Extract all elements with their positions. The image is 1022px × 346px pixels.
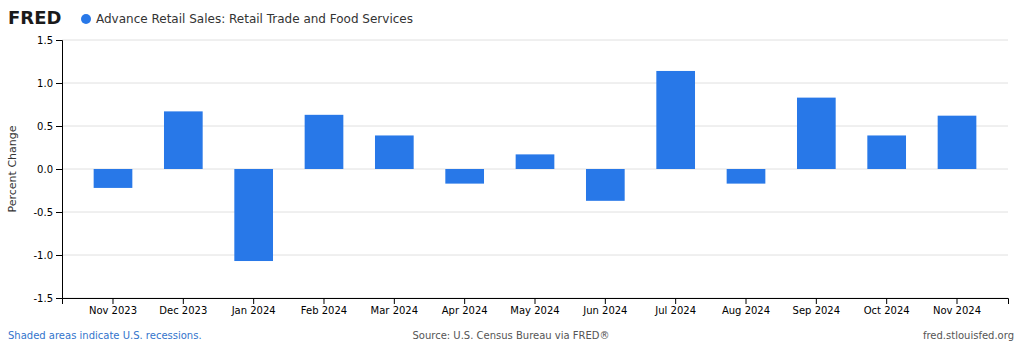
bar [867,135,906,169]
tick-label: Nov 2024 [933,305,981,316]
tick-label: Sep 2024 [793,305,840,316]
axis-line [63,299,1009,305]
tick: Jan 2024 [231,298,276,316]
tick-mark [56,298,62,299]
tick-mark [253,298,254,304]
tick-mark [816,298,817,304]
x-axis: Nov 2023 Dec 2023 Jan 2024 Feb 2024 Mar 2024… [63,298,1009,316]
tick-mark [56,40,62,41]
tick-mark [605,298,606,304]
bar [516,154,555,169]
bar [586,169,625,201]
tick-mark [957,298,958,304]
tick: Apr 2024 [442,298,488,316]
tick: 1.5 [37,35,62,46]
tick-label: 0.5 [37,121,53,132]
brand: FRED [8,7,61,28]
tick: Sep 2024 [793,298,840,316]
bar [727,169,766,184]
grid-line [62,83,1008,84]
tick-label: Oct 2024 [864,305,910,316]
y-axis-title: Percent Change [6,125,19,212]
bar [94,169,133,188]
tick: Dec 2023 [159,298,207,316]
tick-mark [56,126,62,127]
title: Advance Retail Sales: Retail Trade and F… [96,12,413,26]
tick: Nov 2024 [933,298,981,316]
bar [797,98,836,169]
bars [94,71,977,261]
tick-mark [56,83,62,84]
tick-label: Feb 2024 [301,305,347,316]
bar [305,115,344,169]
tick-mark [675,298,676,304]
tick: 1.0 [37,78,62,89]
tick: May 2024 [510,298,559,316]
tick-label: -0.5 [33,207,53,218]
tick: Jun 2024 [582,298,627,316]
tick-label: Apr 2024 [442,305,488,316]
tick: Nov 2023 [89,298,137,316]
bar [164,111,203,169]
grid [62,40,1008,298]
tick-mark [886,298,887,304]
tick-label: 1.5 [37,35,53,46]
bar [656,71,695,169]
tick-label: Dec 2023 [159,305,207,316]
tick-label: Jul 2024 [654,305,696,316]
tick-label: 1.0 [37,78,53,89]
bar [938,116,977,169]
tick: -1.0 [33,250,62,261]
tick: -1.5 [33,293,62,304]
tick-mark [183,298,184,304]
tick-label: -1.5 [33,293,53,304]
tick: Feb 2024 [301,298,347,316]
tick: Jul 2024 [654,298,696,316]
tick-label: 0.0 [37,164,53,175]
tick: Mar 2024 [371,298,419,316]
tick: Aug 2024 [722,298,770,316]
y-axis: -1.5 -1.0 -0.5 0.0 0.5 1.0 1.5 [33,35,62,304]
tick: 0.5 [37,121,62,132]
tick-label: Nov 2023 [89,305,137,316]
chart: -1.5 -1.0 -0.5 0.0 0.5 1.0 1.5 Nov 2023 Dec 2023… [0,0,1022,346]
axis-line [56,41,63,299]
grid-line [62,40,1008,41]
grid-line [62,255,1008,256]
legend-marker [81,14,91,24]
bar [234,169,273,261]
tick: 0.0 [37,164,62,175]
tick-label: -1.0 [33,250,53,261]
tick-label: May 2024 [510,305,559,316]
footer-note: Shaded areas indicate U.S. recessions. [8,330,202,341]
footer-note: Source: U.S. Census Bureau via FRED® [412,330,609,341]
grid-line [62,126,1008,127]
plot: -1.5 -1.0 -0.5 0.0 0.5 1.0 1.5 Nov 2023 Dec 2023… [6,35,1009,316]
bar [445,169,484,184]
tick-mark [323,298,324,304]
tick-mark [535,298,536,304]
tick-label: Aug 2024 [722,305,770,316]
tick-label: Mar 2024 [371,305,419,316]
tick-mark [56,255,62,256]
tick: -0.5 [33,207,62,218]
tick: Oct 2024 [864,298,910,316]
tick-mark [746,298,747,304]
tick-label: Jan 2024 [231,305,276,316]
grid-line [62,212,1008,213]
tick-mark [56,169,62,170]
tick-mark [112,298,113,304]
bar [375,135,414,169]
tick-mark [56,212,62,213]
tick-mark [464,298,465,304]
tick-label: Jun 2024 [582,305,627,316]
tick-mark [394,298,395,304]
footer-note: fred.stlouisfed.org [923,330,1014,341]
